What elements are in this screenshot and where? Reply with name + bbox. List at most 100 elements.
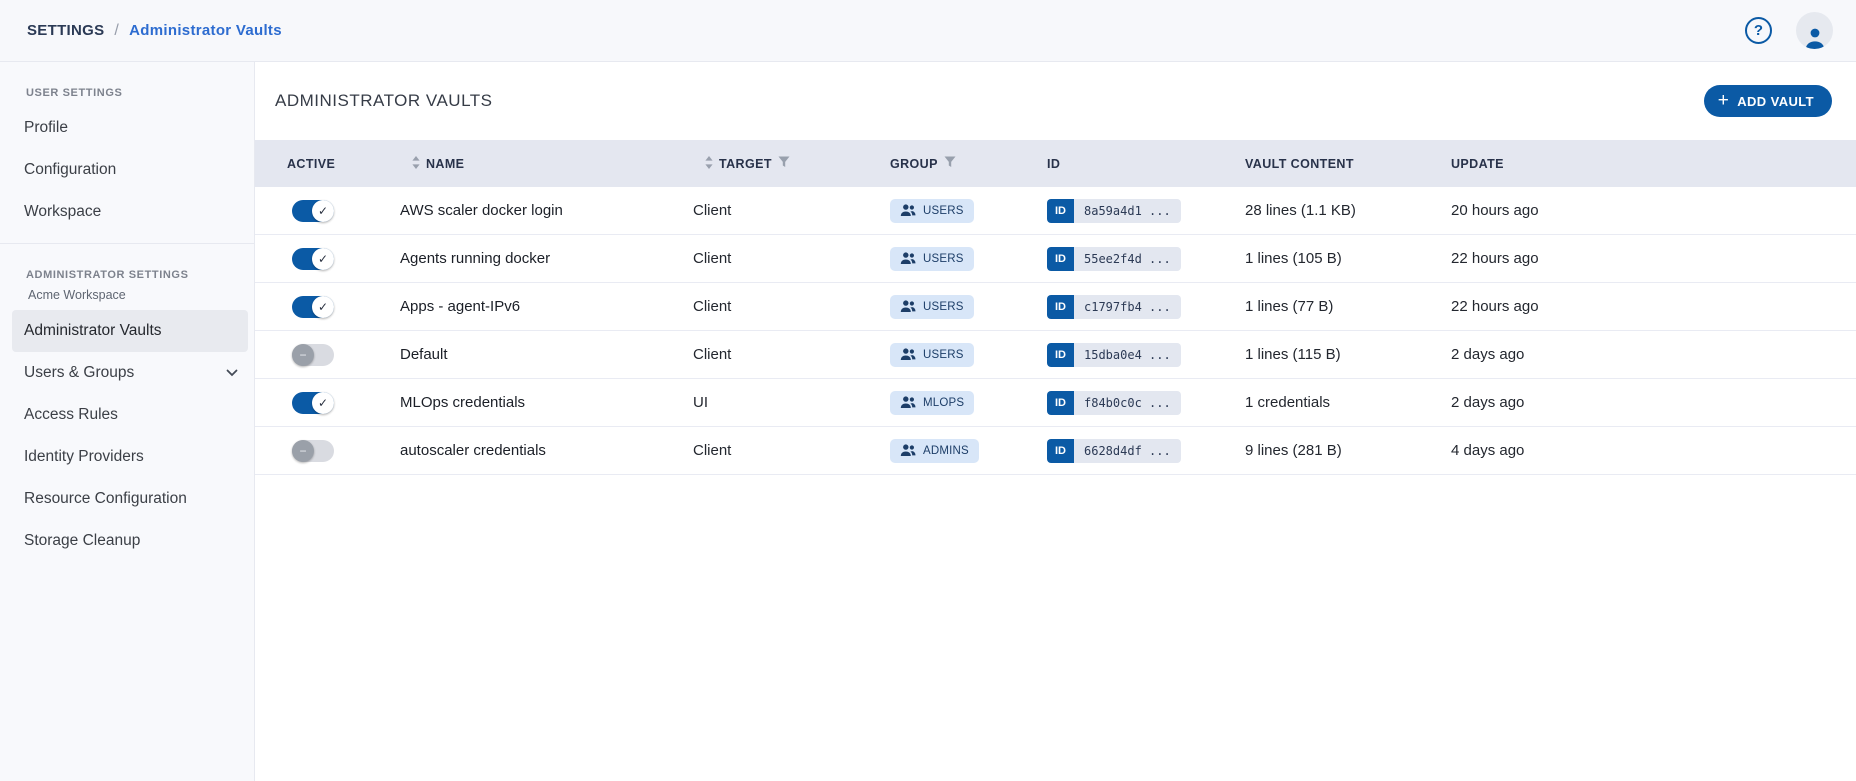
group-cell: MLOPS	[890, 390, 1047, 415]
users-icon	[900, 396, 916, 408]
column-label: TARGET	[719, 156, 772, 171]
body-row: USER SETTINGS Profile Configuration Work…	[0, 62, 1856, 781]
users-icon	[900, 348, 916, 360]
vault-target: Client	[693, 298, 732, 315]
group-label: MLOPS	[923, 396, 965, 409]
users-icon	[900, 204, 916, 216]
id-value: f84b0c0c ...	[1074, 390, 1181, 415]
funnel-icon[interactable]	[778, 156, 790, 171]
active-toggle[interactable]: ✓	[292, 295, 334, 318]
id-value: 8a59a4d1 ...	[1074, 198, 1181, 223]
sort-arrows-icon[interactable]	[412, 155, 420, 172]
id-cell: ID 6628d4df ...	[1047, 438, 1245, 463]
id-chip[interactable]: ID 6628d4df ...	[1047, 438, 1181, 463]
sidebar-item-profile[interactable]: Profile	[12, 107, 248, 149]
person-icon	[1805, 28, 1824, 49]
sidebar-item-resource-configuration[interactable]: Resource Configuration	[12, 478, 248, 520]
id-value: 55ee2f4d ...	[1074, 246, 1181, 271]
toggle-state-icon: ✓	[317, 395, 329, 410]
plus-icon: +	[1717, 89, 1730, 111]
sidebar-item-label: Identity Providers	[24, 448, 144, 465]
help-icon[interactable]: ?	[1745, 17, 1772, 44]
active-cell: ✓	[287, 295, 400, 318]
sidebar-item-label: Access Rules	[24, 406, 118, 423]
id-chip[interactable]: ID 15dba0e4 ...	[1047, 342, 1181, 367]
id-chip[interactable]: ID c1797fb4 ...	[1047, 294, 1181, 319]
add-vault-button[interactable]: + ADD VAULT	[1703, 85, 1832, 117]
column-header-id: ID	[1047, 157, 1245, 171]
group-badge: USERS	[890, 198, 974, 223]
group-badge: ADMINS	[890, 438, 979, 463]
vault-name: Default	[400, 346, 448, 363]
table-header: ACTIVE NAME TARGET	[255, 140, 1856, 187]
help-glyph: ?	[1753, 22, 1764, 39]
page-title: ADMINISTRATOR VAULTS	[275, 91, 493, 110]
active-toggle[interactable]: ✓	[292, 247, 334, 270]
sidebar-item-access-rules[interactable]: Access Rules	[12, 394, 248, 436]
vault-name: MLOps credentials	[400, 394, 526, 411]
users-icon	[900, 444, 916, 456]
group-label: USERS	[923, 252, 964, 265]
toggle-state-icon: ✓	[317, 203, 329, 218]
vault-content: 1 lines (77 B)	[1245, 298, 1334, 315]
toggle-state-icon: ✓	[317, 251, 329, 266]
active-toggle[interactable]: −	[292, 439, 334, 462]
toggle-state-icon: −	[299, 443, 307, 458]
chevron-down-icon	[226, 369, 238, 377]
vault-target: Client	[693, 346, 732, 363]
add-vault-label: ADD VAULT	[1737, 93, 1814, 109]
active-cell: ✓	[287, 247, 400, 270]
group-badge: USERS	[890, 342, 974, 367]
id-cell: ID f84b0c0c ...	[1047, 390, 1245, 415]
active-cell: −	[287, 439, 400, 462]
id-tag: ID	[1047, 438, 1074, 463]
id-tag: ID	[1047, 342, 1074, 367]
breadcrumb-settings[interactable]: SETTINGS	[27, 22, 105, 39]
column-header-vault-content: VAULT CONTENT	[1245, 157, 1451, 171]
workspace-name-label: Acme Workspace	[28, 288, 126, 302]
breadcrumb-current[interactable]: Administrator Vaults	[129, 22, 282, 39]
funnel-icon[interactable]	[944, 156, 956, 171]
topbar-actions: ?	[1745, 12, 1833, 49]
admin-settings-list: Administrator Vaults Users & Groups Acce…	[0, 310, 254, 562]
sidebar-item-label: Profile	[24, 119, 68, 136]
table-row: ✓ MLOps credentials UI MLOPS ID f84b0c0c…	[255, 379, 1856, 427]
toggle-thumb: −	[292, 343, 314, 366]
active-toggle[interactable]: ✓	[292, 199, 334, 222]
sidebar-item-identity-providers[interactable]: Identity Providers	[12, 436, 248, 478]
sidebar-item-configuration[interactable]: Configuration	[12, 149, 248, 191]
vault-update: 2 days ago	[1451, 394, 1525, 411]
id-value: 15dba0e4 ...	[1074, 342, 1181, 367]
active-toggle[interactable]: −	[292, 343, 334, 366]
user-settings-list: Profile Configuration Workspace	[0, 107, 254, 233]
title-row: ADMINISTRATOR VAULTS + ADD VAULT	[275, 85, 1832, 117]
vault-target: UI	[693, 394, 708, 411]
column-header-name[interactable]: NAME	[400, 155, 693, 172]
table-body: ✓ AWS scaler docker login Client USERS I…	[255, 187, 1856, 475]
vault-content: 28 lines (1.1 KB)	[1245, 202, 1356, 219]
user-avatar[interactable]	[1796, 12, 1833, 49]
id-cell: ID c1797fb4 ...	[1047, 294, 1245, 319]
id-chip[interactable]: ID 55ee2f4d ...	[1047, 246, 1181, 271]
toggle-state-icon: ✓	[317, 299, 329, 314]
sidebar-item-workspace[interactable]: Workspace	[12, 191, 248, 233]
table-row: ✓ AWS scaler docker login Client USERS I…	[255, 187, 1856, 235]
sidebar-item-label: Storage Cleanup	[24, 532, 141, 549]
group-badge: MLOPS	[890, 390, 975, 415]
column-header-target[interactable]: TARGET	[693, 155, 890, 172]
column-header-group[interactable]: GROUP	[890, 156, 1047, 171]
table-row: − autoscaler credentials Client ADMINS I…	[255, 427, 1856, 475]
column-label: GROUP	[890, 156, 938, 171]
sidebar-item-users-groups[interactable]: Users & Groups	[12, 352, 248, 394]
id-chip[interactable]: ID f84b0c0c ...	[1047, 390, 1181, 415]
id-chip[interactable]: ID 8a59a4d1 ...	[1047, 198, 1181, 223]
sort-arrows-icon[interactable]	[705, 155, 713, 172]
vault-name: autoscaler credentials	[400, 442, 546, 459]
group-cell: USERS	[890, 342, 1047, 367]
users-icon	[900, 300, 916, 312]
breadcrumb: SETTINGS / Administrator Vaults	[27, 22, 282, 40]
active-toggle[interactable]: ✓	[292, 391, 334, 414]
sidebar-item-administrator-vaults[interactable]: Administrator Vaults	[12, 310, 248, 352]
id-tag: ID	[1047, 246, 1074, 271]
sidebar-item-storage-cleanup[interactable]: Storage Cleanup	[12, 520, 248, 562]
